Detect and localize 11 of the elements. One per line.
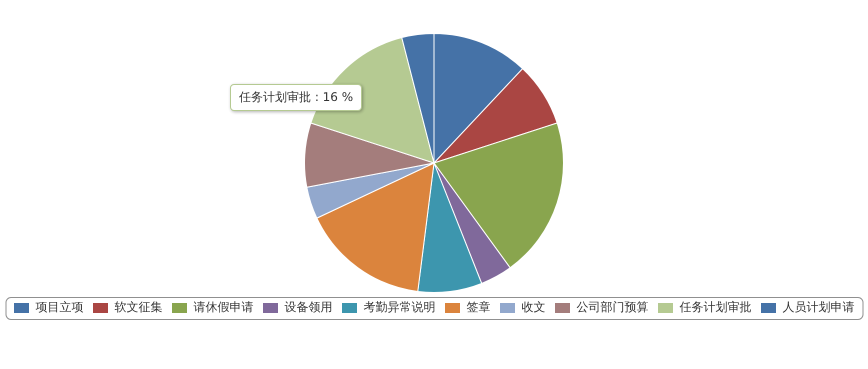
- legend-label: 人员计划申请: [782, 300, 854, 314]
- text: 任务计划审批 : 16 %: [230, 84, 362, 111]
- legend-label: 设备领用: [284, 300, 332, 314]
- legend-label: 项目立项: [36, 300, 84, 314]
- legend-label: 公司部门预算: [576, 300, 648, 314]
- legend-label: 收文: [522, 300, 546, 314]
- legend-label: 任务计划审批: [678, 300, 752, 314]
- legend-label: 签章: [466, 300, 490, 314]
- legend-label: 考勤异常说明: [364, 300, 436, 314]
- legend-label: 软文征集: [114, 300, 162, 314]
- legend-label: 请休假申请: [194, 300, 254, 314]
